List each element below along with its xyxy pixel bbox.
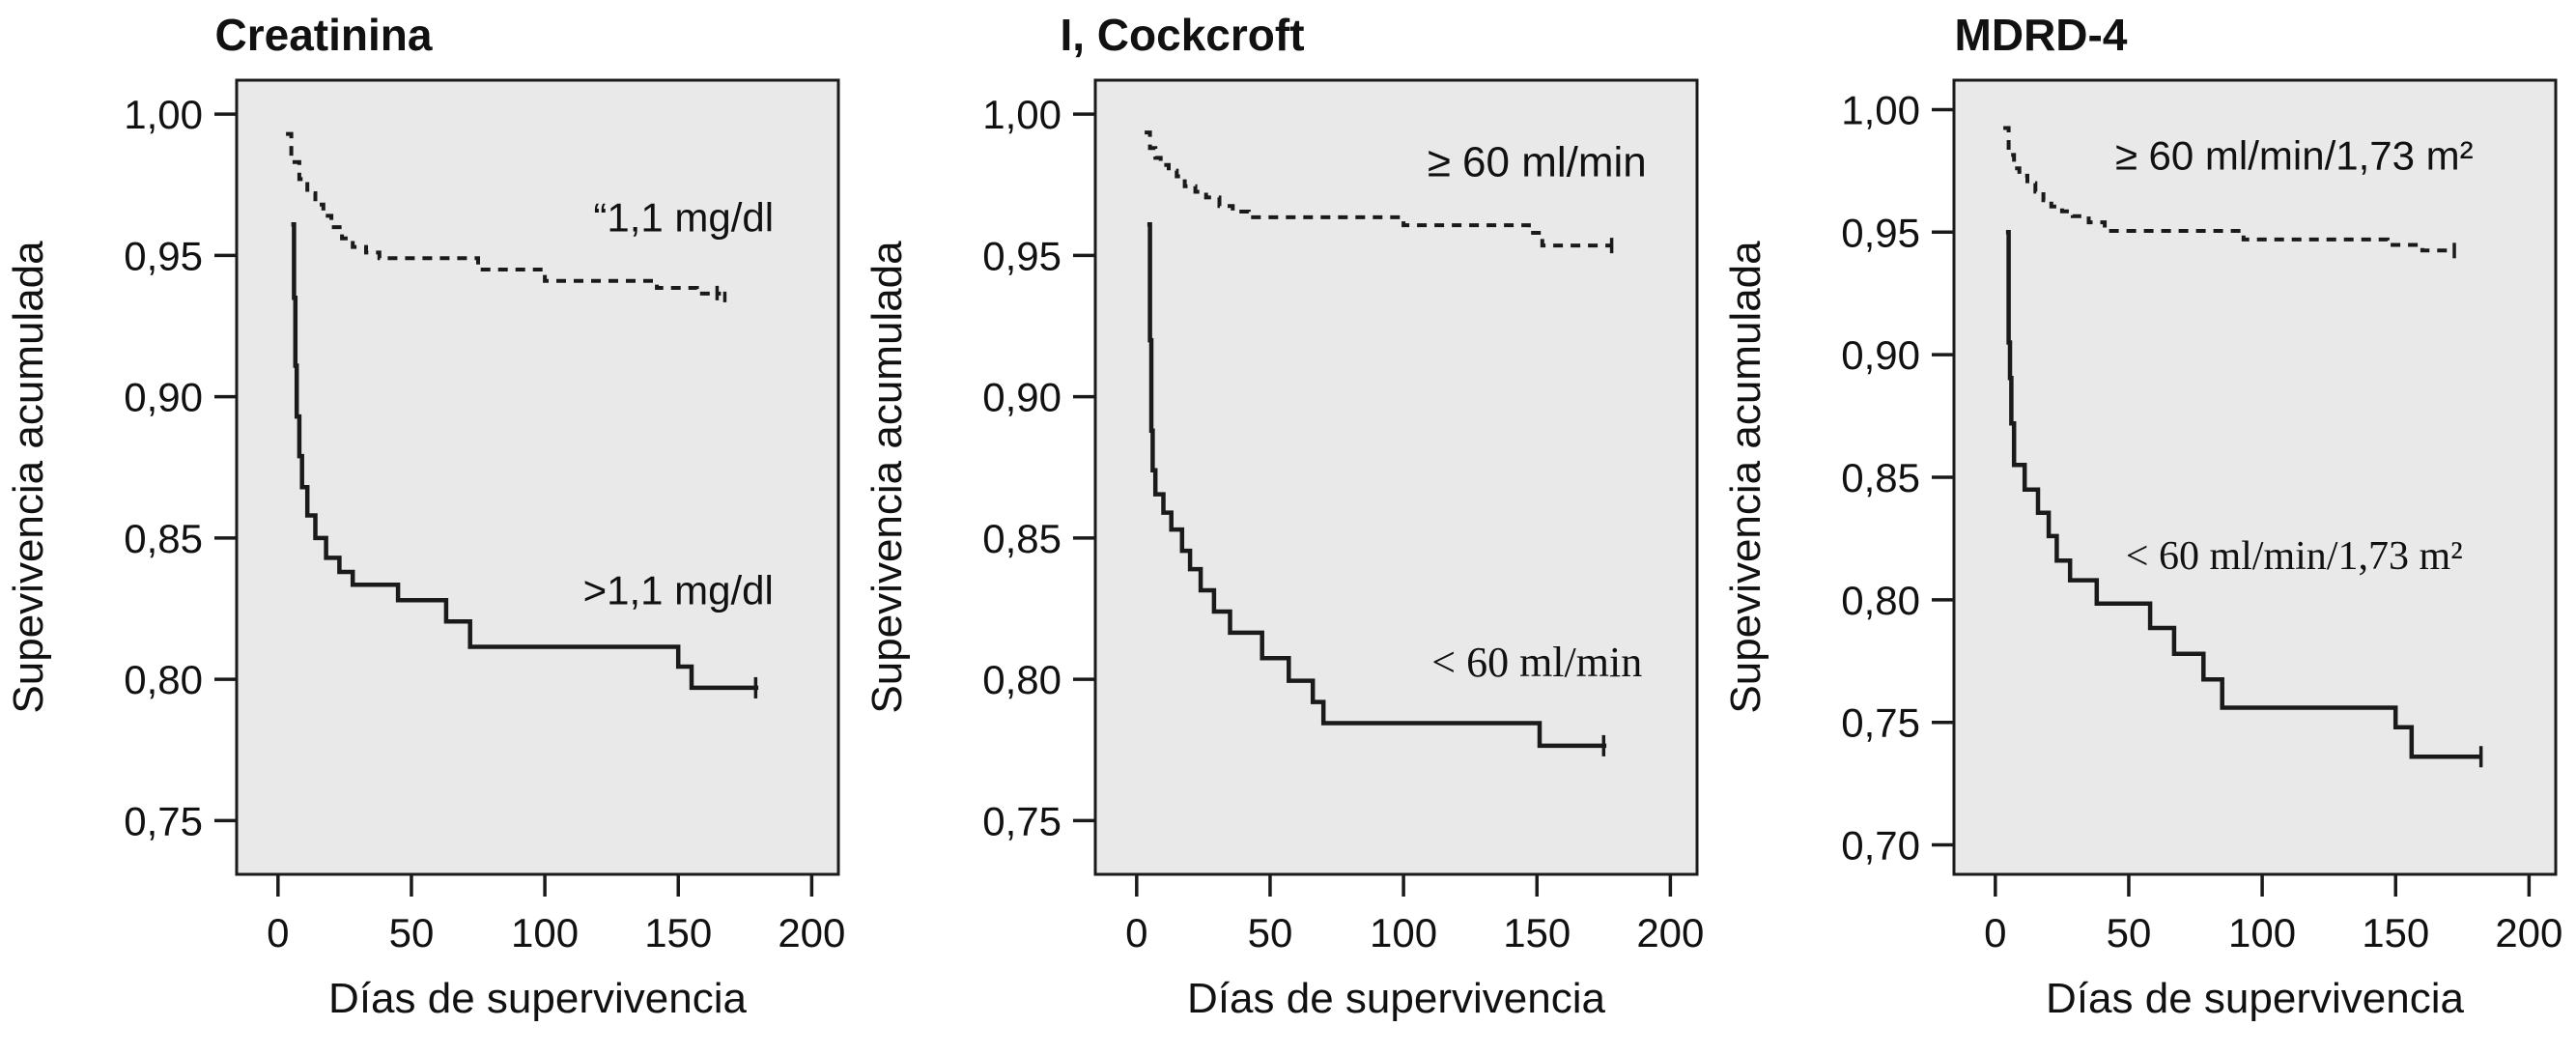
x-tick-label: 100	[1370, 910, 1437, 955]
plot-area	[235, 78, 840, 876]
y-tick-label: 1,00	[124, 92, 203, 137]
y-tick-label: 0,75	[982, 798, 1062, 843]
y-tick-label: 0,90	[1841, 332, 1920, 378]
y-tick-label: 0,70	[1841, 823, 1920, 869]
x-axis-label: Días de supervivencia	[328, 975, 747, 1022]
x-axis-label: Días de supervivencia	[1187, 975, 1605, 1022]
x-tick-label: 50	[389, 910, 435, 955]
x-tick-label: 100	[511, 910, 579, 955]
series-label: ≥ 60 ml/min	[1428, 138, 1647, 185]
panel-title: Creatinina	[215, 10, 433, 60]
x-tick-label: 0	[1125, 910, 1147, 955]
survival-curve-solid	[1146, 221, 1607, 749]
y-tick-label: 0,90	[982, 375, 1062, 420]
y-tick-label: 0,95	[982, 233, 1062, 278]
y-tick-label: 0,75	[124, 798, 203, 843]
y-tick-label: 0,85	[982, 516, 1062, 561]
y-tick-label: 0,90	[124, 375, 203, 420]
x-tick-label: 150	[2362, 910, 2429, 955]
y-tick-label: 1,00	[1841, 87, 1920, 132]
panel-1: 1,00 0,95 0,90 0,85 0,80 0,75 0 50 100 150 200 Crea…	[0, 0, 859, 1055]
panel-2: 1,00 0,95 0,90 0,85 0,80 0,75 0 50 100 150 200 I, C…	[859, 0, 1717, 1055]
y-axis-label: Supevivencia acumulada	[5, 241, 52, 714]
y-tick-label: 0,95	[124, 233, 203, 278]
x-tick-label: 150	[644, 910, 712, 955]
x-tick-label: 100	[2228, 910, 2296, 955]
panel-title: MDRD-4	[1955, 10, 2128, 60]
survival-curve-solid	[291, 221, 759, 691]
panel-title: I, Cockcroft	[1060, 10, 1304, 60]
y-tick-label: 0,85	[1841, 455, 1920, 500]
survival-chart: 1,00 0,95 0,90 0,85 0,80 0,75 0,70 0 50 100 150 200…	[1722, 10, 2562, 1022]
x-tick-label: 150	[1503, 910, 1571, 955]
survival-chart: 1,00 0,95 0,90 0,85 0,80 0,75 0 50 100 150 200 Crea…	[5, 10, 845, 1022]
series-label: ≥ 60 ml/min/1,73 m²	[2115, 133, 2474, 179]
x-tick-label: 200	[2495, 910, 2562, 955]
y-tick-label: 0,80	[1841, 578, 1920, 623]
survival-curve-dotted	[286, 131, 722, 296]
panel-3: 1,00 0,95 0,90 0,85 0,80 0,75 0,70 0 50 100 150 200…	[1717, 0, 2576, 1055]
x-axis-label: Días de supervivencia	[2046, 975, 2464, 1022]
y-axis-label: Supevivencia acumulada	[1722, 241, 1769, 714]
survival-curve-dotted	[2003, 126, 2454, 253]
y-tick-label: 1,00	[982, 92, 1062, 137]
x-tick-label: 0	[1984, 910, 2006, 955]
y-tick-label: 0,95	[1841, 210, 1920, 255]
y-axis-label: Supevivencia acumulada	[863, 241, 911, 714]
x-tick-label: 0	[267, 910, 289, 955]
series-label: “1,1 mg/dl	[593, 195, 774, 241]
x-tick-label: 200	[1636, 910, 1704, 955]
series-label: >1,1 mg/dl	[583, 568, 774, 613]
y-tick-label: 0,75	[1841, 700, 1920, 746]
y-tick-label: 0,80	[124, 657, 203, 702]
survival-curve-dotted	[1145, 130, 1612, 248]
series-label: < 60 ml/min	[1431, 639, 1642, 686]
series-label: < 60 ml/min/1,73 m²	[2126, 534, 2463, 579]
x-tick-label: 50	[2107, 910, 2152, 955]
plot-area	[1093, 78, 1699, 876]
x-tick-label: 50	[1248, 910, 1293, 955]
x-tick-label: 200	[778, 910, 845, 955]
survival-chart: 1,00 0,95 0,90 0,85 0,80 0,75 0 50 100 150 200 I, C…	[863, 10, 1704, 1022]
survival-curve-solid	[2005, 230, 2481, 759]
y-tick-label: 0,80	[982, 657, 1062, 702]
y-tick-label: 0,85	[124, 516, 203, 561]
